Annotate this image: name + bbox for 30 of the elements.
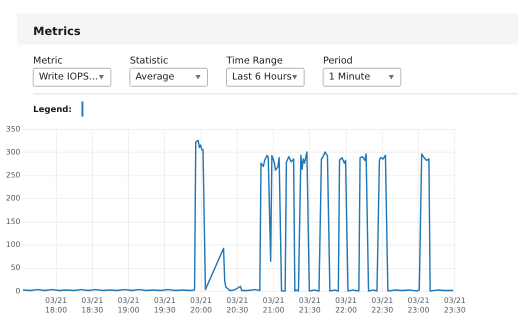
y-tick-label: 200	[6, 194, 21, 203]
text: Legend:	[33, 104, 72, 115]
text: Average	[136, 72, 175, 83]
y-tick-label: 0	[16, 286, 21, 296]
x-tick-label: 03/21 21:00	[262, 296, 285, 314]
x-tick-label: 03/21 23:30	[444, 296, 466, 314]
x-tick-label: 03/21 18:00	[45, 296, 68, 314]
y-tick-label: 100	[6, 240, 21, 250]
x-tick-label: 03/21 19:00	[118, 296, 140, 314]
text: Metrics	[33, 24, 81, 38]
text: Metric	[33, 56, 63, 67]
text: Last 6 Hours	[232, 72, 292, 83]
x-tick-label: 03/21 23:00	[408, 296, 430, 314]
x-tick-label: 03/21 22:00	[335, 296, 358, 314]
y-tick-label: 350	[6, 124, 21, 134]
text: Time Range	[225, 56, 283, 67]
y-tick-label: 50	[10, 263, 21, 272]
x-tick-label: 03/21 21:30	[298, 296, 321, 314]
text: Statistic	[130, 56, 168, 67]
x-tick-label: 03/21 20:00	[190, 296, 212, 314]
x-tick-label: 03/21 20:30	[226, 296, 248, 314]
text: 1 Minute	[328, 72, 370, 83]
x-tick-label: 03/21 19:30	[154, 296, 176, 314]
y-tick-label: 250	[6, 170, 21, 180]
x-tick-label: 03/21 18:30	[81, 296, 104, 314]
text: Write IOPS...	[38, 72, 98, 83]
y-tick-label: 150	[6, 216, 21, 226]
text: Period	[323, 56, 353, 67]
y-tick-label: 300	[6, 147, 21, 156]
x-tick-label: 03/21 22:30	[371, 296, 394, 314]
